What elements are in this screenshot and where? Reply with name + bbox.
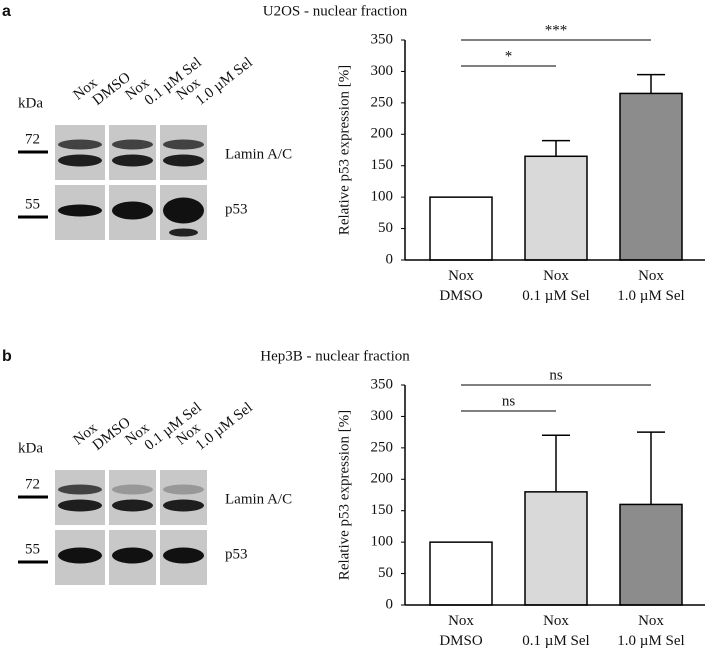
y-tick-label: 50: [378, 565, 393, 581]
blot-lane: [160, 470, 207, 525]
blot-band: [58, 547, 102, 564]
lane-label: NoxDMSO: [71, 57, 134, 116]
bar: [619, 503, 683, 606]
blot-band: [163, 484, 204, 495]
marker-label: 55: [25, 541, 40, 557]
y-tick-label: 300: [371, 408, 394, 424]
lane-label-line: 1.0 µM Sel: [193, 55, 256, 109]
significance-label: ns: [549, 367, 563, 383]
chart-title: Hep3B - nuclear fraction: [260, 348, 410, 364]
significance-label: ***: [545, 22, 568, 38]
band-label: p53: [225, 546, 248, 562]
x-tick-label-line: 1.0 µM Sel: [617, 288, 684, 304]
panel-letter: a: [2, 3, 11, 20]
blot-band: [169, 228, 198, 237]
band-label: Lamin A/C: [225, 146, 292, 162]
blot-lane: [109, 125, 156, 180]
blot-band: [163, 154, 204, 167]
bar: [429, 541, 493, 606]
x-tick-label: Nox DMSO: [439, 268, 483, 304]
x-tick-label: Nox 0.1 µM Sel: [522, 268, 589, 304]
blot-band: [112, 201, 153, 220]
x-tick-label-line: Nox: [543, 268, 569, 284]
blot-band: [163, 499, 204, 512]
x-tick-label: Nox DMSO: [439, 613, 483, 649]
y-tick-label: 200: [371, 126, 394, 142]
x-tick-label-line: Nox: [543, 613, 569, 629]
significance-label: *: [505, 48, 513, 64]
kda-label: kDa: [18, 95, 43, 111]
x-tick-label: Nox 1.0 µM Sel: [617, 268, 684, 304]
blot-band: [58, 154, 102, 167]
blot-band: [58, 204, 102, 217]
blot-lane: [160, 125, 207, 180]
marker-label: 72: [25, 131, 40, 147]
bar: [619, 92, 683, 261]
blot-band: [112, 484, 153, 495]
y-tick-label: 350: [371, 376, 394, 392]
y-tick-label: 150: [371, 502, 394, 518]
blot-band: [163, 139, 204, 150]
blot-band: [112, 547, 153, 564]
bar: [524, 155, 588, 261]
x-tick-label-line: DMSO: [439, 288, 483, 304]
blot-band: [112, 139, 153, 150]
y-tick-label: 300: [371, 63, 394, 79]
y-axis-label: Relative p53 expression [%]: [336, 410, 352, 580]
blot-band: [58, 484, 102, 495]
y-tick-label: 200: [371, 471, 394, 487]
y-tick-label: 0: [386, 596, 394, 612]
y-tick-label: 100: [371, 534, 394, 550]
band-label: p53: [225, 201, 248, 217]
blot-band: [58, 139, 102, 150]
lane-label: NoxDMSO: [71, 402, 134, 461]
bar: [524, 491, 588, 606]
x-tick-label-line: 0.1 µM Sel: [522, 633, 589, 649]
blot-lane: [55, 125, 105, 180]
blot-band: [112, 499, 153, 512]
y-axis-label: Relative p53 expression [%]: [336, 65, 352, 235]
x-tick-label-line: Nox: [448, 613, 474, 629]
lane-label-line: 1.0 µM Sel: [193, 400, 256, 454]
y-tick-label: 350: [371, 31, 394, 47]
blot-band: [163, 197, 204, 224]
x-tick-label-line: Nox: [638, 268, 664, 284]
x-tick-label-line: 1.0 µM Sel: [617, 633, 684, 649]
y-tick-label: 150: [371, 157, 394, 173]
kda-label: kDa: [18, 440, 43, 456]
bar: [429, 196, 493, 261]
y-tick-label: 50: [378, 220, 393, 236]
blot-band: [58, 499, 102, 512]
y-tick-label: 250: [371, 94, 394, 110]
x-tick-label-line: 0.1 µM Sel: [522, 288, 589, 304]
chart-title: U2OS - nuclear fraction: [263, 3, 408, 19]
panel-letter: b: [2, 348, 12, 365]
x-tick-label-line: Nox: [638, 613, 664, 629]
y-tick-label: 100: [371, 189, 394, 205]
marker-label: 55: [25, 196, 40, 212]
x-tick-label: Nox 1.0 µM Sel: [617, 613, 684, 649]
significance-label: ns: [502, 393, 516, 409]
blot-lane: [109, 470, 156, 525]
marker-label: 72: [25, 476, 40, 492]
y-tick-label: 250: [371, 439, 394, 455]
x-tick-label-line: DMSO: [439, 633, 483, 649]
x-tick-label-line: Nox: [448, 268, 474, 284]
band-label: Lamin A/C: [225, 491, 292, 507]
blot-band: [112, 154, 153, 167]
y-tick-label: 0: [386, 251, 394, 267]
blot-lane: [55, 470, 105, 525]
x-tick-label: Nox 0.1 µM Sel: [522, 613, 589, 649]
blot-band: [163, 547, 204, 564]
